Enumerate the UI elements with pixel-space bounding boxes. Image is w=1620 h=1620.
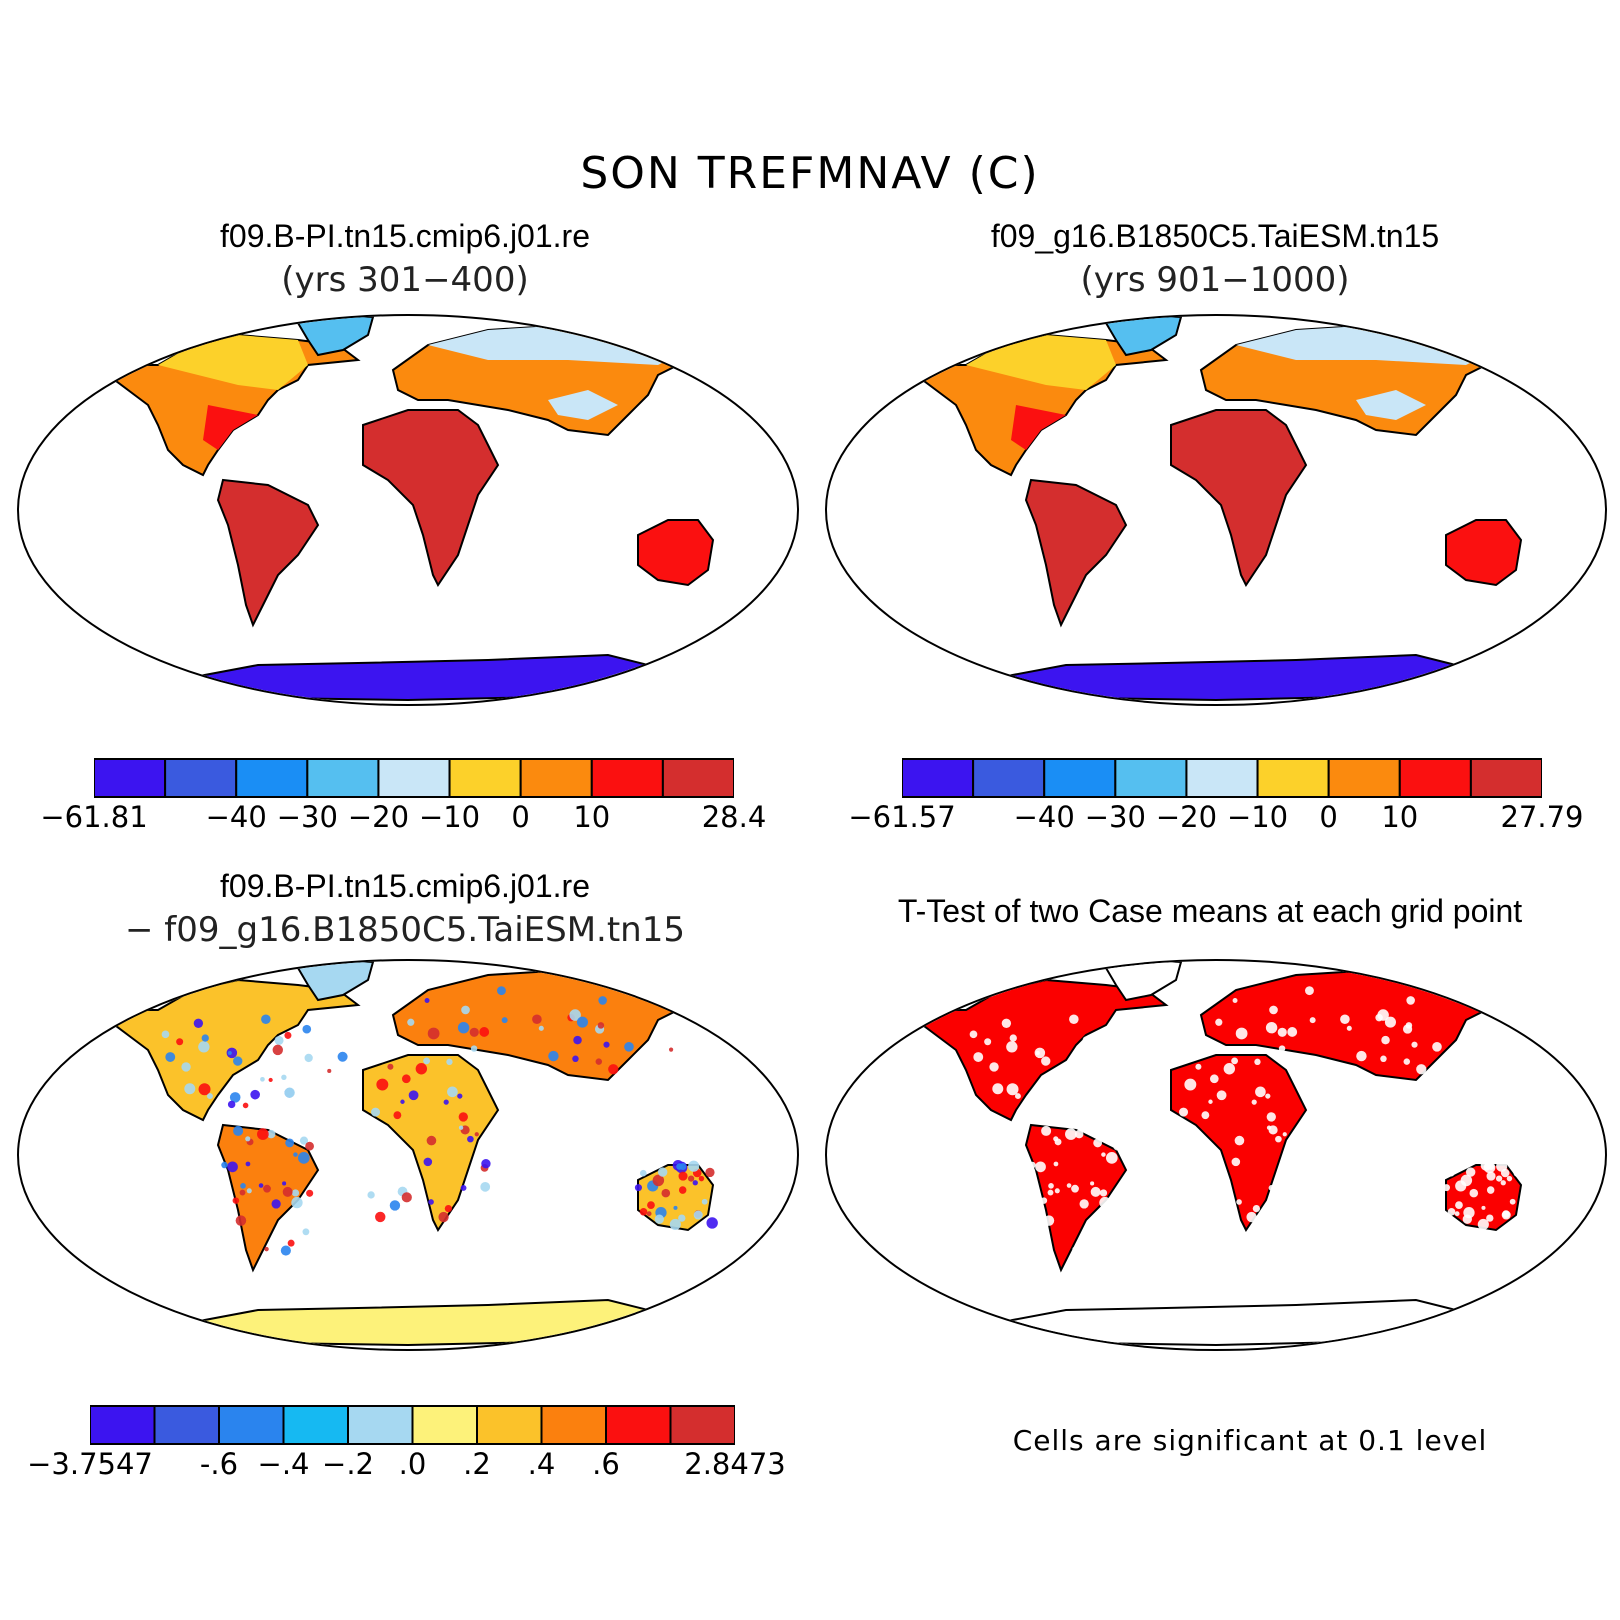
land-aus — [637, 519, 715, 587]
colorbar-swatch — [669, 1405, 735, 1445]
colorbar-swatch — [377, 758, 451, 798]
panel-1-title: f09.B-PI.tn15.cmip6.j01.re — [220, 218, 590, 254]
land-green — [296, 961, 375, 1002]
panel-2-title: f09_g16.B1850C5.TaiESM.tn15 — [990, 218, 1440, 254]
colorbar-swatch — [519, 758, 593, 798]
colorbar-swatch — [1327, 758, 1401, 798]
colorbar-swatch — [540, 1405, 607, 1445]
colorbar-swatch — [902, 758, 975, 798]
land-green — [296, 316, 375, 357]
land-sa — [216, 478, 320, 628]
colorbar-tick-label: -.6 — [199, 1447, 239, 1481]
colorbar-tick-label: 10 — [573, 800, 611, 834]
land-af — [1170, 409, 1308, 587]
panel-1-subtitle: (yrs 301−400) — [281, 260, 529, 300]
panel-3-subtitle: − f09_g16.B1850C5.TaiESM.tn15 — [125, 910, 685, 950]
colorbar-tick-label: 0 — [511, 800, 530, 834]
colorbar-swatch — [1398, 758, 1472, 798]
colorbar-tick-label: 2.8473 — [684, 1447, 786, 1481]
colorbar-tick-label: −10 — [1226, 800, 1289, 834]
land-green — [1104, 316, 1183, 357]
colorbar-tick-label: 28.4 — [701, 800, 767, 834]
land-aus — [1445, 519, 1523, 587]
colorbar-swatch — [282, 1405, 349, 1445]
colorbar-swatch — [661, 758, 734, 798]
colorbar-tick-label: −40 — [205, 800, 267, 834]
panel-2-subtitle: (yrs 901−1000) — [1080, 260, 1350, 300]
colorbar-tick-label: −30 — [276, 800, 338, 834]
colorbar-tick-label: .2 — [463, 1447, 491, 1481]
colorbar-tick-label: −10 — [418, 800, 481, 834]
panel-3-title: f09.B-PI.tn15.cmip6.j01.re — [220, 868, 590, 904]
colorbar-tick-label: −61.81 — [40, 800, 148, 834]
colorbar-swatch — [153, 1405, 220, 1445]
colorbar-tick-label: 27.79 — [1500, 800, 1584, 834]
figure-title: SON TREFMNAV (C) — [580, 148, 1040, 199]
colorbar-difference — [90, 1405, 735, 1445]
colorbar-tick-label: −40 — [1013, 800, 1075, 834]
colorbar-swatch — [306, 758, 380, 798]
colorbar-case2 — [902, 758, 1542, 798]
colorbar-tick-label: −61.57 — [848, 800, 956, 834]
significance-note: Cells are significant at 0.1 level — [1012, 1424, 1488, 1457]
colorbar-tick-label: .4 — [527, 1447, 556, 1481]
colorbar-swatch — [411, 1405, 478, 1445]
colorbar-tick-label: −.2 — [322, 1447, 374, 1481]
map-difference — [17, 959, 799, 1351]
land-af — [362, 409, 500, 587]
colorbar-swatch — [1469, 758, 1542, 798]
colorbar-tick-label: −20 — [1155, 800, 1218, 834]
colorbar-tick-label: 10 — [1381, 800, 1419, 834]
map-ttest — [825, 959, 1607, 1351]
land-green — [1104, 961, 1183, 1002]
colorbar-swatch — [590, 758, 664, 798]
colorbar-swatch — [164, 758, 238, 798]
colorbar-tick-label: −20 — [347, 800, 410, 834]
land-sa — [1024, 478, 1128, 628]
colorbar-swatch — [235, 758, 309, 798]
colorbar-swatch — [1114, 758, 1188, 798]
colorbar-swatch — [90, 1405, 156, 1445]
colorbar-swatch — [1185, 758, 1259, 798]
panel-4-title: T-Test of two Case means at each grid po… — [897, 893, 1523, 929]
colorbar-tick-label: −30 — [1084, 800, 1146, 834]
colorbar-tick-label: 0 — [1319, 800, 1338, 834]
colorbar-swatch — [347, 1405, 414, 1445]
colorbar-swatch — [94, 758, 167, 798]
colorbar-swatch — [972, 758, 1046, 798]
colorbar-swatch — [476, 1405, 543, 1445]
map-case2 — [825, 314, 1607, 706]
colorbar-swatch — [1043, 758, 1117, 798]
colorbar-tick-label: −3.7547 — [27, 1447, 153, 1481]
colorbar-tick-label: .0 — [398, 1447, 427, 1481]
colorbar-swatch — [1256, 758, 1330, 798]
colorbar-swatch — [218, 1405, 285, 1445]
colorbar-case1 — [94, 758, 734, 798]
colorbar-swatch — [448, 758, 522, 798]
colorbar-tick-label: −.4 — [257, 1447, 310, 1481]
colorbar-swatch — [605, 1405, 672, 1445]
colorbar-tick-label: .6 — [592, 1447, 620, 1481]
map-case1 — [17, 314, 799, 706]
